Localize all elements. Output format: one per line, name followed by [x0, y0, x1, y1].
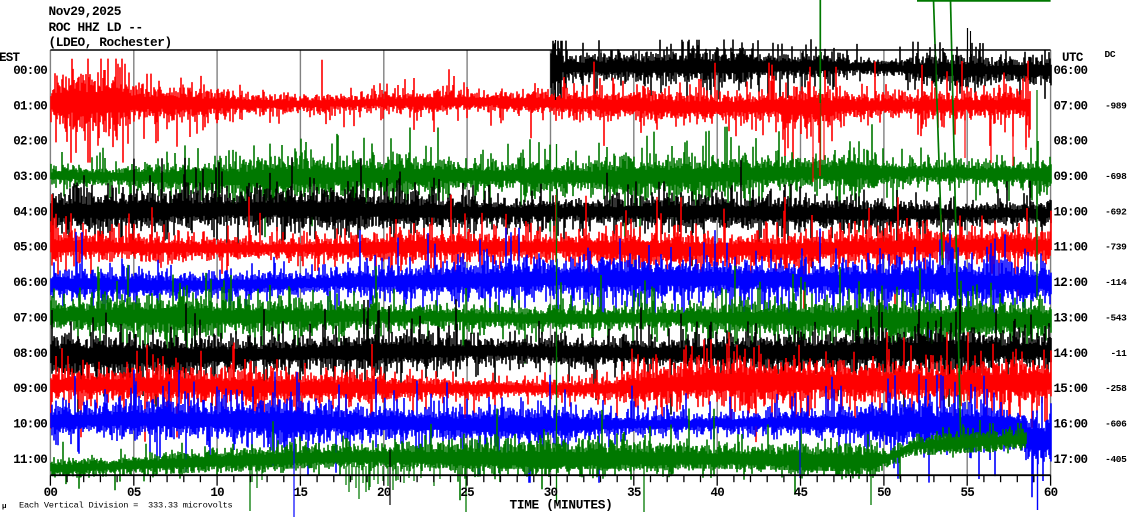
svg-text:-989: -989 — [1105, 100, 1127, 111]
svg-text:60: 60 — [1044, 486, 1058, 500]
svg-text:30: 30 — [544, 486, 558, 500]
svg-text:45: 45 — [794, 486, 808, 500]
svg-text:12:00: 12:00 — [1054, 276, 1088, 290]
svg-text:-11: -11 — [1110, 348, 1127, 359]
svg-text:06:00: 06:00 — [1054, 64, 1088, 78]
svg-text:TIME (MINUTES): TIME (MINUTES) — [509, 498, 612, 513]
svg-text:-739: -739 — [1105, 242, 1127, 253]
svg-text:35: 35 — [627, 486, 641, 500]
svg-text:10:00: 10:00 — [1054, 205, 1088, 219]
svg-text:00: 00 — [44, 486, 58, 500]
svg-text:DC: DC — [1105, 49, 1116, 60]
svg-text:Each Vertical Division = 333.: Each Vertical Division = 333.33 microvol… — [19, 501, 232, 511]
svg-text:-114: -114 — [1105, 277, 1127, 288]
svg-text:13:00: 13:00 — [1054, 311, 1088, 325]
svg-text:µ: µ — [2, 503, 7, 511]
svg-text:10:00: 10:00 — [13, 418, 47, 432]
svg-text:-405: -405 — [1105, 454, 1127, 465]
svg-text:15:00: 15:00 — [1054, 382, 1088, 396]
svg-text:-692: -692 — [1105, 206, 1127, 217]
svg-text:06:00: 06:00 — [13, 276, 47, 290]
svg-text:14:00: 14:00 — [1054, 347, 1088, 361]
svg-text:05: 05 — [127, 486, 141, 500]
svg-text:25: 25 — [460, 486, 474, 500]
svg-text:17:00: 17:00 — [1054, 453, 1088, 467]
svg-text:01:00: 01:00 — [13, 99, 47, 113]
svg-text:(LDEO, Rochester): (LDEO, Rochester) — [49, 35, 172, 50]
svg-text:09:00: 09:00 — [13, 382, 47, 396]
svg-text:-698: -698 — [1105, 171, 1127, 182]
svg-text:07:00: 07:00 — [1054, 99, 1088, 113]
svg-text:02:00: 02:00 — [13, 135, 47, 149]
svg-text:UTC: UTC — [1062, 51, 1084, 65]
svg-text:08:00: 08:00 — [1054, 135, 1088, 149]
svg-text:55: 55 — [960, 486, 974, 500]
svg-text:Nov29,2025: Nov29,2025 — [49, 4, 122, 19]
svg-text:-543: -543 — [1105, 312, 1127, 323]
svg-text:-258: -258 — [1105, 383, 1127, 394]
svg-text:15: 15 — [294, 486, 308, 500]
svg-text:08:00: 08:00 — [13, 347, 47, 361]
svg-text:05:00: 05:00 — [13, 241, 47, 255]
svg-text:11:00: 11:00 — [1054, 241, 1088, 255]
svg-text:16:00: 16:00 — [1054, 418, 1088, 432]
svg-text:20: 20 — [377, 486, 391, 500]
svg-text:00:00: 00:00 — [13, 64, 47, 78]
svg-text:50: 50 — [877, 486, 891, 500]
svg-text:EST: EST — [0, 51, 21, 65]
svg-text:40: 40 — [710, 486, 724, 500]
svg-text:-606: -606 — [1105, 419, 1127, 430]
svg-text:03:00: 03:00 — [13, 170, 47, 184]
svg-text:09:00: 09:00 — [1054, 170, 1088, 184]
svg-text:11:00: 11:00 — [13, 453, 47, 467]
svg-text:ROC HHZ LD --: ROC HHZ LD -- — [49, 20, 143, 35]
svg-text:10: 10 — [210, 486, 224, 500]
svg-text:04:00: 04:00 — [13, 205, 47, 219]
svg-text:07:00: 07:00 — [13, 311, 47, 325]
